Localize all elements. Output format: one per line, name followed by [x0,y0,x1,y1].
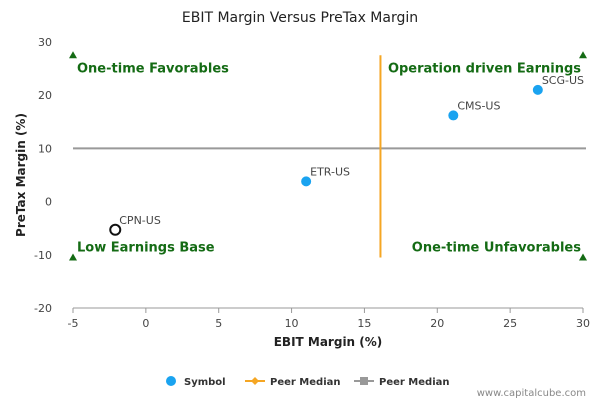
quadrant-marker-top-right [579,51,587,59]
point-etr-us [301,176,312,187]
legend: Symbol Peer Median Peer Median [166,376,450,388]
x-tick-label: 0 [142,317,149,330]
quadrant-marker-bottom-right [579,253,587,261]
quadrant-labels: One-time Favorables Operation driven Earn… [69,51,587,261]
x-tick-label: 20 [430,317,444,330]
point-label-etr-us: ETR-US [310,165,350,178]
legend-peer-median-x-marker [251,377,259,385]
y-tick-label: -10 [34,249,52,262]
y-tick-label: 0 [45,196,52,209]
x-tick-label: 30 [576,317,590,330]
y-tick-label: 10 [38,142,52,155]
x-tick-label: 15 [357,317,371,330]
legend-peer-median-y-label: Peer Median [379,377,450,388]
point-scg-us [532,84,543,95]
quadrant-marker-bottom-left [69,253,77,261]
point-cms-us [448,110,459,121]
quadrant-label-top-left: One-time Favorables [77,61,229,76]
x-tick-label: -5 [68,317,79,330]
y-tick-label: 30 [38,36,52,49]
credit-text: www.capitalcube.com [477,388,586,399]
y-tick-label: 20 [38,89,52,102]
legend-peer-median-x-label: Peer Median [270,377,341,388]
chart-title: EBIT Margin Versus PreTax Margin [182,10,418,26]
data-points: SCG-US CMS-US ETR-US CPN-US [109,74,584,236]
point-label-scg-us: SCG-US [542,74,584,87]
peer-median-lines [73,55,586,258]
point-label-cms-us: CMS-US [457,99,500,112]
axes: -5 0 5 10 15 20 25 30 -20 -10 0 10 20 30 [34,36,590,330]
x-tick-label: 5 [215,317,222,330]
point-label-cpn-us: CPN-US [119,214,161,227]
legend-peer-median-y-marker [360,377,368,385]
legend-symbol-marker [166,376,176,386]
y-axis-title: PreTax Margin (%) [14,113,28,237]
y-tick-label: -20 [34,302,52,315]
x-axis-title: EBIT Margin (%) [274,335,383,349]
quadrant-label-bottom-left: Low Earnings Base [77,240,215,255]
point-cpn-us [109,223,122,236]
quadrant-label-bottom-right: One-time Unfavorables [412,240,581,255]
quadrant-marker-top-left [69,51,77,59]
quadrant-label-top-right: Operation driven Earnings [388,61,581,76]
legend-symbol-label: Symbol [184,377,226,388]
x-tick-label: 25 [503,317,517,330]
x-tick-label: 10 [285,317,299,330]
